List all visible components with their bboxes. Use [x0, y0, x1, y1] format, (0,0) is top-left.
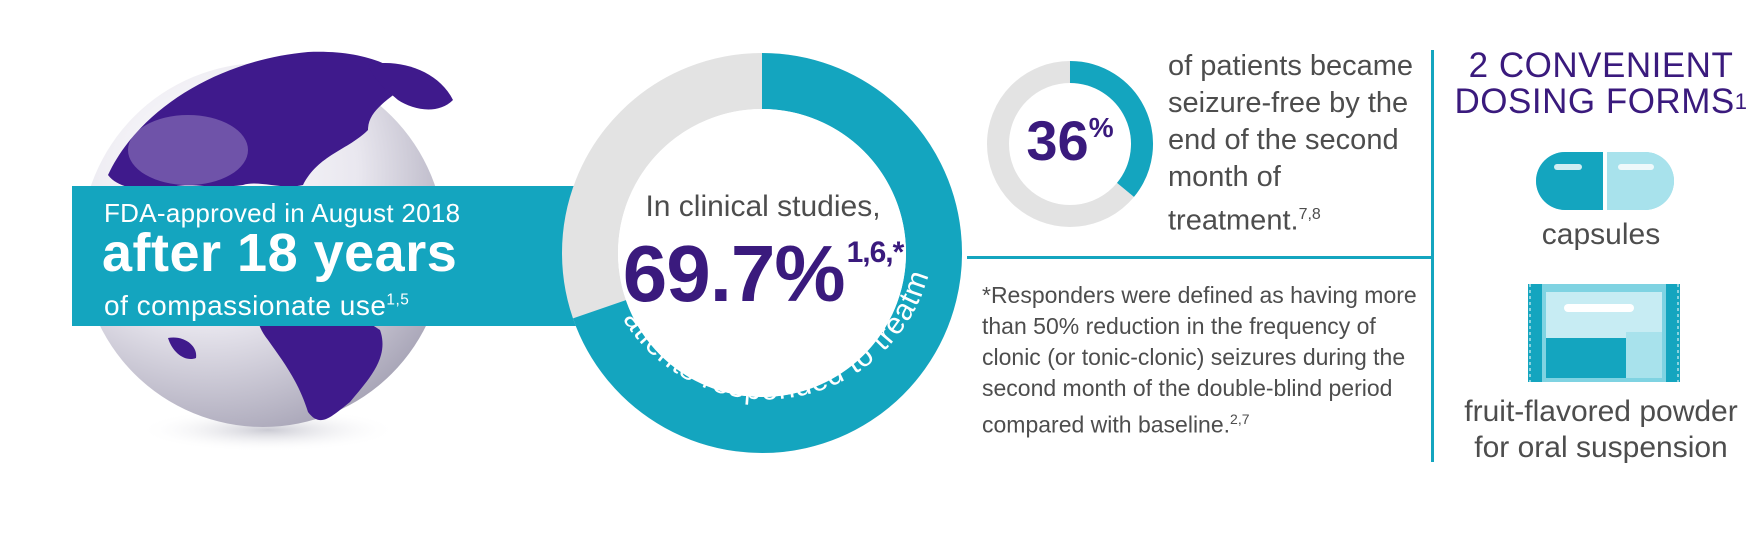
- fda-compassionate-use-text: of compassionate use: [104, 290, 387, 321]
- capsule-icon: [1536, 152, 1674, 210]
- seizure-free-stat-value: 36: [1026, 109, 1089, 172]
- responders-donut-center: [618, 109, 906, 397]
- responders-citation: 1,6,*: [846, 236, 905, 269]
- powder-packet-icon: [1528, 284, 1680, 382]
- capsules-label: capsules: [1541, 218, 1661, 251]
- responders-donut: of patients responded to treatment: [557, 48, 962, 453]
- seizure-free-text: of patients became seizure-free by the e…: [1168, 50, 1414, 237]
- responder-footnote: *Responders were defined as having more …: [982, 280, 1422, 441]
- fda-compassionate-use: of compassionate use1,5: [104, 290, 409, 322]
- dosing-title-citation: 1: [1734, 89, 1748, 114]
- fda-citation: 1,5: [386, 291, 410, 309]
- seizure-free-citation: 7,8: [1298, 206, 1321, 223]
- responders-stat-value: 69.7%: [622, 229, 846, 318]
- seizure-free-donut-fill: [1069, 61, 1153, 197]
- seizure-free-description: of patients became seizure-free by the e…: [1168, 48, 1428, 240]
- horizontal-divider: [967, 256, 1433, 259]
- seizure-free-donut: [987, 61, 1153, 227]
- responders-donut-fill: [573, 53, 962, 453]
- powder-label: fruit-flavored powder for oral suspensio…: [1464, 395, 1738, 464]
- responders-stat: 69.7%1,6,*: [600, 228, 926, 320]
- fda-approval-banner: FDA-approved in August 2018 after 18 yea…: [72, 186, 592, 326]
- footnote-citation: 2,7: [1230, 411, 1250, 427]
- responders-intro: In clinical studies,: [645, 190, 881, 223]
- dosing-forms-title: 2 CONVENIENT DOSING FORMS1: [1448, 48, 1754, 120]
- dosing-title-text: 2 CONVENIENT DOSING FORMS: [1454, 46, 1735, 121]
- fda-approval-date: FDA-approved in August 2018: [104, 198, 461, 228]
- vertical-divider: [1431, 50, 1434, 462]
- seizure-free-stat-unit: %: [1088, 112, 1114, 143]
- seizure-free-stat: 36%: [1010, 108, 1130, 173]
- fda-years-headline: after 18 years: [102, 223, 458, 283]
- footnote-text: *Responders were defined as having more …: [982, 282, 1417, 438]
